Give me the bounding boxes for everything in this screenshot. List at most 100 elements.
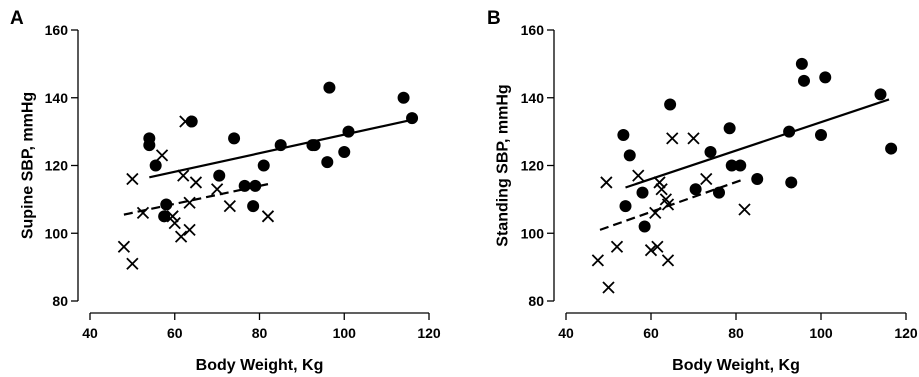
- data-point-circle: [308, 139, 321, 152]
- x-tick-label: 80: [252, 325, 268, 341]
- data-point-cross: [155, 149, 169, 162]
- data-point-cross: [738, 203, 751, 216]
- data-point-cross: [136, 206, 150, 220]
- data-point-circle: [397, 91, 410, 104]
- data-point-circle: [321, 156, 334, 169]
- y-axis-title: Standing SBP, mmHg: [494, 84, 511, 246]
- panel-label: B: [487, 8, 501, 29]
- data-point-cross: [666, 132, 679, 145]
- data-point-circle: [623, 149, 636, 162]
- y-tick-label: 80: [52, 293, 68, 309]
- data-point-circle: [636, 186, 649, 199]
- data-point-circle: [185, 115, 198, 128]
- y-tick-label: 80: [528, 293, 544, 309]
- y-tick-label: 160: [521, 22, 545, 38]
- data-point-cross: [168, 216, 181, 230]
- data-point-cross: [117, 240, 131, 253]
- data-point-circle: [228, 132, 241, 145]
- data-point-circle: [274, 139, 287, 152]
- data-point-cross: [610, 240, 624, 253]
- y-tick-label: 140: [521, 90, 545, 106]
- data-point-circle: [619, 200, 632, 213]
- y-tick-label: 140: [45, 90, 69, 106]
- data-point-circle: [815, 129, 827, 142]
- data-point-cross: [126, 172, 139, 186]
- data-point-circle: [238, 179, 251, 192]
- data-point-circle: [798, 74, 810, 87]
- x-tick-label: 120: [894, 325, 918, 341]
- data-point-circle: [323, 81, 336, 94]
- x-tick-label: 60: [643, 325, 659, 341]
- x-tick-label: 40: [558, 325, 574, 341]
- data-point-cross: [126, 257, 139, 270]
- panel-a: A Supine SBP, mmHg Body Weight, Kg 80 100…: [10, 8, 441, 374]
- data-point-cross: [632, 169, 645, 182]
- x-tick-label: 100: [333, 325, 357, 341]
- data-point-circle: [795, 57, 808, 70]
- x-tick-label: 40: [82, 325, 98, 341]
- fit-line-solid: [625, 98, 890, 189]
- data-point-circle: [664, 98, 677, 111]
- data-point-circle: [783, 125, 796, 138]
- data-point-circle: [406, 112, 419, 125]
- data-point-cross: [602, 281, 615, 294]
- x-axis-title: Body Weight, Kg: [196, 357, 324, 374]
- data-point-circle: [338, 145, 351, 158]
- x-tick-label: 120: [417, 325, 441, 341]
- x-axis-title: Body Weight, Kg: [672, 357, 800, 374]
- data-point-cross: [600, 176, 613, 189]
- x-tick-label: 80: [728, 325, 744, 341]
- data-point-cross: [210, 183, 224, 196]
- data-point-cross: [651, 240, 664, 253]
- y-tick-label: 120: [521, 158, 545, 174]
- data-point-circle: [249, 179, 262, 192]
- data-point-circle: [689, 183, 702, 196]
- data-point-cross: [189, 176, 203, 189]
- axes: 80 100 120 140 160 40 60 80 100 120: [521, 22, 918, 341]
- data-point-circle: [143, 132, 156, 145]
- data-point-cross: [177, 169, 190, 182]
- data-point-cross: [223, 200, 236, 213]
- data-point-circle: [874, 88, 887, 101]
- data-point-circle: [725, 159, 738, 172]
- data-point-circle: [213, 169, 226, 182]
- data-point-cross: [644, 244, 658, 257]
- data-point-cross: [174, 230, 188, 243]
- data-point-circle: [885, 142, 898, 155]
- y-tick-label: 160: [45, 22, 69, 38]
- data-point-cross: [687, 132, 700, 145]
- y-tick-label: 120: [45, 158, 69, 174]
- x-tick-label: 60: [167, 325, 183, 341]
- data-points: [117, 81, 419, 270]
- data-point-cross: [661, 254, 675, 267]
- data-points: [591, 57, 898, 294]
- data-point-cross: [591, 254, 605, 267]
- y-tick-label: 100: [45, 225, 69, 241]
- data-point-cross: [661, 198, 675, 211]
- data-point-cross: [653, 176, 666, 189]
- data-point-cross: [179, 115, 192, 128]
- data-point-circle: [723, 122, 736, 135]
- data-point-circle: [785, 176, 798, 189]
- x-tick-label: 100: [809, 325, 833, 341]
- data-point-circle: [160, 198, 173, 211]
- y-axis-title: Supine SBP, mmHg: [19, 92, 36, 239]
- fit-line-dashed: [123, 183, 269, 216]
- data-point-circle: [819, 71, 832, 84]
- data-point-circle: [247, 200, 260, 213]
- data-point-cross: [700, 172, 713, 186]
- data-point-circle: [704, 145, 717, 158]
- panel-b: B Standing SBP, mmHg Body Weight, Kg 80 1…: [487, 8, 918, 374]
- data-point-cross: [166, 210, 179, 223]
- data-point-circle: [342, 125, 355, 138]
- data-point-cross: [183, 223, 196, 236]
- data-point-circle: [751, 173, 764, 186]
- data-point-circle: [638, 220, 651, 233]
- data-point-cross: [261, 210, 275, 223]
- data-point-circle: [158, 210, 171, 223]
- data-point-circle: [734, 159, 747, 172]
- data-point-circle: [149, 159, 162, 172]
- panel-label: A: [10, 8, 24, 29]
- data-point-cross: [655, 183, 668, 196]
